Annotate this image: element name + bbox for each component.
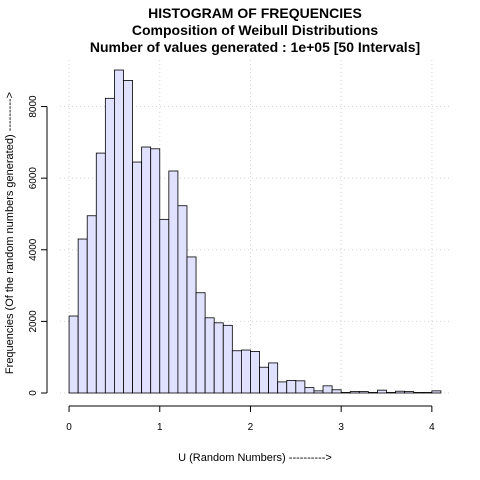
histogram-bar (268, 362, 279, 394)
histogram-bar (349, 391, 360, 394)
chart-title-line-2: Composition of Weibull Distributions (132, 22, 378, 38)
x-tick-label: 4 (429, 422, 435, 433)
histogram-bar (331, 389, 342, 394)
y-axis-label: Frequencies (Of the random numbers gener… (4, 92, 16, 374)
histogram-bar (295, 380, 306, 394)
histogram-bar (168, 170, 179, 394)
histogram-bar (86, 215, 97, 394)
histogram-bar (277, 381, 288, 394)
x-tick-label: 3 (338, 422, 344, 433)
histogram-bar (68, 315, 79, 394)
histogram-bar (250, 351, 260, 394)
histogram-bar (413, 392, 424, 394)
x-axis-label: U (Random Numbers) ----------> (178, 452, 332, 464)
histogram-bar (114, 69, 124, 394)
histogram-bar (377, 389, 387, 394)
y-tick-label: 6000 (28, 167, 39, 190)
histogram-bar (150, 148, 161, 394)
histogram-bar (404, 391, 415, 394)
histogram-bar (313, 390, 324, 394)
histogram-bar (186, 256, 197, 394)
x-tick-label: 1 (157, 422, 163, 433)
axes: 0 1 2 3 4 0 2000 4000 6000 8000 (28, 95, 435, 433)
histogram-bar (240, 349, 251, 394)
histogram-bar (231, 350, 242, 394)
histogram-bar (213, 322, 224, 394)
x-tick-label: 0 (66, 422, 72, 433)
chart-title-line-3: Number of values generated : 1e+05 [50 I… (90, 39, 420, 55)
histogram-bar (123, 80, 133, 394)
histogram-bar (286, 380, 297, 394)
histogram-bar (95, 152, 106, 394)
y-tick-label: 8000 (28, 95, 39, 118)
histogram-bar (141, 146, 152, 394)
histogram-bars (68, 69, 442, 394)
histogram-bar (204, 317, 215, 394)
histogram-bar (177, 205, 188, 394)
histogram-bar (222, 324, 233, 394)
y-tick-label: 0 (28, 390, 39, 396)
histogram-bar (395, 390, 406, 394)
histogram-bar (195, 292, 206, 394)
histogram-bar (259, 366, 270, 394)
histogram-bar (104, 97, 115, 394)
histogram-bar (77, 238, 88, 394)
x-tick-label: 2 (248, 422, 254, 433)
chart-title-line-1: HISTOGRAM OF FREQUENCIES (148, 5, 362, 21)
y-tick-label: 4000 (28, 238, 39, 261)
histogram-bar (431, 390, 442, 394)
y-tick-label: 2000 (28, 310, 39, 333)
histogram-bar (132, 161, 143, 394)
histogram-bar (340, 392, 351, 394)
histogram-bar (304, 387, 315, 394)
histogram-bar (367, 392, 378, 394)
histogram-bar (358, 391, 369, 394)
histogram-bar (322, 385, 333, 394)
histogram-bar (386, 392, 396, 394)
histogram-bar (159, 218, 170, 394)
histogram-bar (422, 392, 433, 394)
